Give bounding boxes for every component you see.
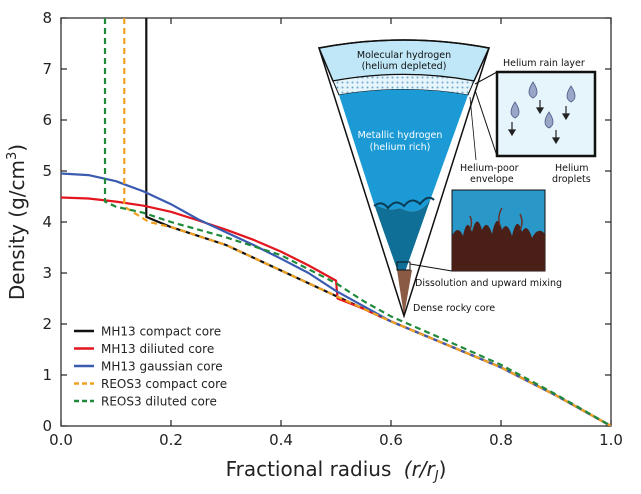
x-tick-label: 0.2 [159,431,183,449]
x-axis-ticks: 0.0 0.2 0.4 0.6 0.8 1.0 [49,18,623,449]
x-tick-label: 0.0 [49,431,73,449]
zoom-connector-bottom [474,89,498,157]
y-tick-label: 1 [42,366,52,384]
wedge-rocky-core [397,270,412,316]
wedge-deep-layer [374,198,431,272]
x-tick-label: 0.6 [379,431,403,449]
wedge-boundary-fringe [373,196,435,210]
mixing-connector [409,263,453,272]
legend-label: MH13 diliuted core [101,342,214,356]
y-axis-ticks: 0 1 2 3 4 5 6 7 8 [42,9,611,435]
droplet-3 [510,101,520,119]
series-line-reos3-diluted-core [103,18,611,426]
droplet-arrows [507,100,571,145]
droplet-2 [566,85,576,103]
series-lines [61,18,611,426]
label-droplets-2: droplets [552,174,591,185]
legend-label: REOS3 diluted core [101,395,217,409]
x-tick-label: 0.4 [269,431,293,449]
y-tick-label: 3 [42,264,52,282]
label-poor-1: Helium-poor [460,163,519,174]
y-axis-label: Density (g/cm3) [5,144,29,300]
droplet-1 [528,81,538,99]
zoom-connector-top [474,71,498,85]
envelope-pointer [469,96,477,161]
label-metallic-2: (helium rich) [370,142,431,153]
x-tick-label: 0.8 [489,431,513,449]
y-tick-label: 0 [42,417,52,435]
wedge-outline [318,39,490,319]
x-tick-label: 1.0 [599,431,623,449]
y-tick-label: 2 [42,315,52,333]
series-line-reos3-compact-core [123,18,611,426]
label-metallic-1: Metallic hydrogen [358,130,443,141]
y-tick-label: 6 [42,111,52,129]
legend: MH13 compact core MH13 diliuted core MH13 … [74,325,227,409]
mixing-marker-box [396,261,411,271]
jupiter-interior-wedge: Molecular hydrogen (helium depleted) Met… [317,39,597,319]
y-tick-label: 8 [42,9,52,27]
label-rain-layer: Helium rain layer [503,58,585,69]
x-axis-label: Fractional radius (r/rJ) [226,457,447,484]
helium-droplets [510,81,576,129]
droplet-4 [544,111,554,129]
label-molecular-1: Molecular hydrogen [357,50,451,61]
y-tick-label: 7 [42,60,52,78]
legend-label: MH13 gaussian core [101,360,223,374]
y-tick-label: 5 [42,162,52,180]
label-molecular-2: (helium depleted) [362,61,447,72]
mixing-plumes [452,220,545,271]
label-poor-2: envelope [470,174,514,185]
legend-label: REOS3 compact core [101,377,227,391]
wedge-metallic-layer [339,89,468,212]
label-droplets-1: Helium [555,163,589,174]
y-tick-label: 4 [42,213,52,231]
label-core: Dense rocky core [413,303,495,314]
mixing-wisps [469,207,523,231]
legend-label: MH13 compact core [101,325,221,339]
label-mixing: Dissolution and upward mixing [415,278,562,289]
